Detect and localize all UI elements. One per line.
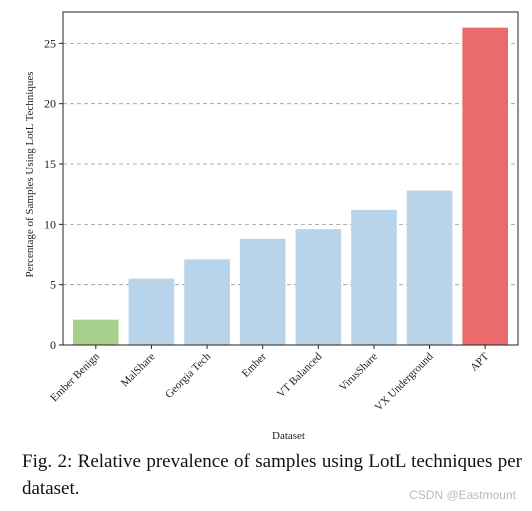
bar-georgia-tech [184,259,230,345]
x-tick-label: VT Balanced [275,350,325,400]
x-tick-label: VX Underground [373,350,436,413]
x-tick-label: Ember Benign [48,350,102,404]
x-tick-label: Georgia Tech [163,350,214,401]
bar-vt-balanced [295,229,342,345]
bar-apt [462,27,508,345]
y-tick-label: 5 [50,278,56,292]
y-tick-label: 25 [44,36,56,50]
y-tick-label: 0 [50,338,56,352]
bar-ember-benign [73,319,119,345]
y-axis-label: Percentage of Samples Using LotL Techniq… [24,71,36,277]
bar-ember [239,238,286,345]
y-tick-label: 10 [44,217,56,231]
bars [73,27,508,345]
y-axis-ticks: 0 5 10 15 20 25 [44,36,63,352]
x-axis-ticks: Ember Benign MalShare Georgia Tech Ember VT … [48,345,492,414]
y-tick-label: 15 [44,157,56,171]
bar-chart: 0 5 10 15 20 25 Ember Benign MalShare Georgia T… [24,11,519,442]
y-tick-label: 20 [44,97,56,111]
plot-frame [62,11,519,346]
x-tick-label: APT [468,350,491,373]
bar-malshare [128,278,175,345]
watermark: CSDN @Eastmount [409,488,516,502]
x-tick-label: MalShare [119,351,158,390]
figure-caption: Fig. 2: Relative prevalence of samples u… [22,451,522,499]
bar-virusshare [351,209,397,345]
x-tick-label: Ember [240,350,269,379]
x-tick-label: VirusShare [337,351,380,394]
x-axis-label: Dataset [272,430,305,442]
bar-vx-underground [406,190,453,345]
